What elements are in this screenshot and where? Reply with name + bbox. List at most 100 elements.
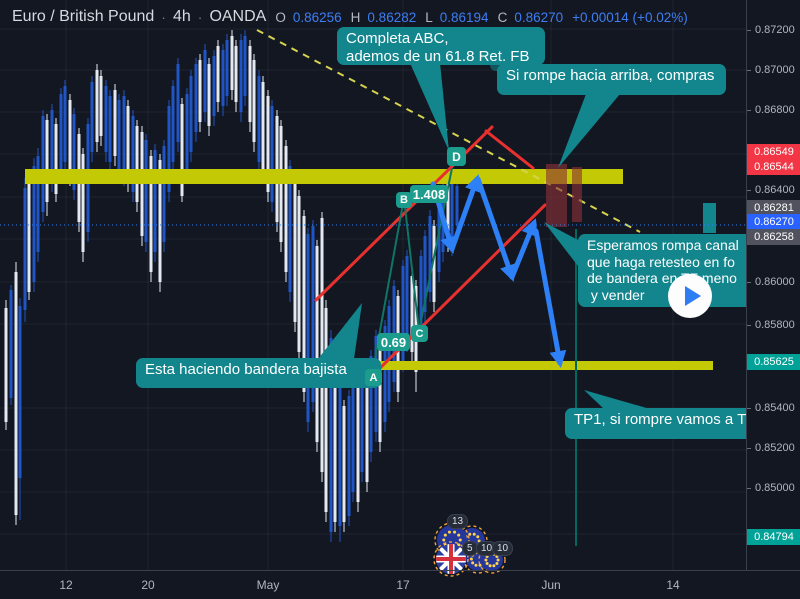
eu-star [476, 535, 480, 539]
candle-body [333, 366, 337, 522]
eu-star [496, 558, 500, 562]
candle-body [131, 116, 135, 192]
candle-body [126, 106, 130, 182]
eu-star [472, 532, 476, 536]
time-tick-label: Jun [541, 578, 561, 592]
abcd-pattern-line[interactable] [371, 167, 453, 376]
time-tick-label: 17 [396, 578, 410, 592]
candle-body [378, 346, 382, 442]
candle-body [369, 356, 373, 452]
price-tick-mark [747, 70, 751, 71]
price-tick-label: 0.86800 [755, 104, 795, 116]
eu-star [495, 562, 499, 566]
price-tick-mark [747, 30, 751, 31]
candle-body [14, 272, 18, 515]
candle-body [320, 218, 324, 472]
low-value: 0.86194 [439, 9, 489, 25]
ratio-label-069[interactable]: 0.69 [377, 333, 410, 351]
candle-body [221, 50, 225, 106]
separator-dot: · [161, 9, 166, 25]
candle-body [176, 64, 180, 142]
time-axis[interactable]: 12 20 May 17 Jun 14 [0, 570, 800, 599]
eu-star [485, 562, 489, 566]
ratio-label-1408[interactable]: 1.408 [410, 185, 448, 203]
price-tick-mark [747, 190, 751, 191]
candle-body [81, 154, 85, 252]
event-count-badge[interactable]: 10 [492, 541, 514, 556]
price-tick-label: 0.86000 [755, 276, 795, 288]
candle-body [194, 64, 198, 132]
candle-body [9, 290, 13, 398]
pattern-point-c[interactable]: C [411, 325, 428, 342]
candle-body [432, 226, 436, 302]
eu-star [453, 530, 457, 534]
price-axis[interactable]: 0.87200 0.87000 0.86800 0.86400 0.86000 0.858… [746, 0, 800, 570]
candle-body [324, 308, 328, 512]
candle-body [234, 46, 238, 102]
candle-body [36, 156, 40, 252]
price-label-badge: 0.86544 [747, 159, 800, 175]
candle-body [446, 176, 450, 242]
highlight-box[interactable] [546, 164, 567, 227]
open-label: O [275, 9, 286, 25]
blue-arrow[interactable] [449, 174, 482, 252]
candle-body [401, 266, 405, 362]
pattern-point-d[interactable]: D [447, 147, 466, 166]
blue-arrow[interactable] [533, 228, 567, 369]
price-tick-label: 0.85800 [755, 319, 795, 331]
candle-body [189, 76, 193, 152]
horizontal-zone[interactable] [368, 361, 713, 370]
high-label: H [350, 9, 361, 25]
price-tick-label: 0.87000 [755, 64, 795, 76]
callout-si-rompe[interactable]: Si rompe hacia arriba, compras [497, 64, 726, 95]
time-tick-label: 20 [141, 578, 155, 592]
time-tick-label: 12 [59, 578, 73, 592]
price-tick-mark [747, 488, 751, 489]
candle-body [122, 96, 126, 176]
red-trendline[interactable] [484, 129, 535, 170]
candle-body [329, 338, 333, 532]
close-value: 0.86270 [514, 9, 564, 25]
candle-body [32, 166, 36, 282]
pattern-point-b[interactable]: B [396, 192, 412, 208]
price-tick-label: 0.87200 [755, 24, 795, 36]
pattern-point-a[interactable]: A [365, 369, 382, 386]
price-tick-mark [747, 110, 751, 111]
low-label: L [425, 9, 433, 25]
eu-star [471, 561, 475, 565]
candle-body [153, 150, 157, 252]
price-label-badge: 0.86549 [747, 144, 800, 160]
candle-body [266, 96, 270, 192]
candle-body [437, 206, 441, 272]
open-value: 0.86256 [292, 9, 342, 25]
event-count-badge[interactable]: 13 [447, 514, 469, 529]
eu-star [492, 564, 496, 568]
exchange-label[interactable]: OANDA [209, 8, 267, 25]
play-button[interactable] [668, 274, 712, 318]
candle-body [360, 366, 364, 472]
candle-body [315, 246, 319, 442]
candle-body [311, 226, 315, 402]
candle-body [41, 116, 45, 212]
candle-body [243, 36, 247, 96]
price-label-badge: 0.86270 [747, 214, 800, 230]
blue-arrow[interactable] [475, 176, 517, 282]
uk-flag-pattern [436, 544, 466, 574]
symbol-header: Euro / British Pound · 4h · OANDA O 0.862… [12, 8, 688, 26]
callout-completa-abc[interactable]: Completa ABC, ademos de un 61.8 Ret. FB [337, 27, 545, 65]
price-tick-mark [747, 282, 751, 283]
candle-body [149, 156, 153, 272]
candle-body [95, 70, 99, 142]
candle-body [338, 388, 342, 526]
callout-tail [558, 94, 620, 168]
callout-tp1[interactable]: TP1, si rompre vamos a T [565, 408, 760, 439]
blue-arrow[interactable] [509, 218, 538, 280]
price-tick-mark [747, 448, 751, 449]
candle-body [198, 60, 202, 122]
highlight-box[interactable] [572, 167, 582, 222]
interval-label[interactable]: 4h [172, 8, 191, 25]
symbol-name[interactable]: Euro / British Pound [12, 8, 155, 25]
price-tick-label: 0.85400 [755, 402, 795, 414]
callout-bandera-bajista[interactable]: Esta haciendo bandera bajista [136, 358, 381, 388]
candle-body [248, 46, 252, 122]
